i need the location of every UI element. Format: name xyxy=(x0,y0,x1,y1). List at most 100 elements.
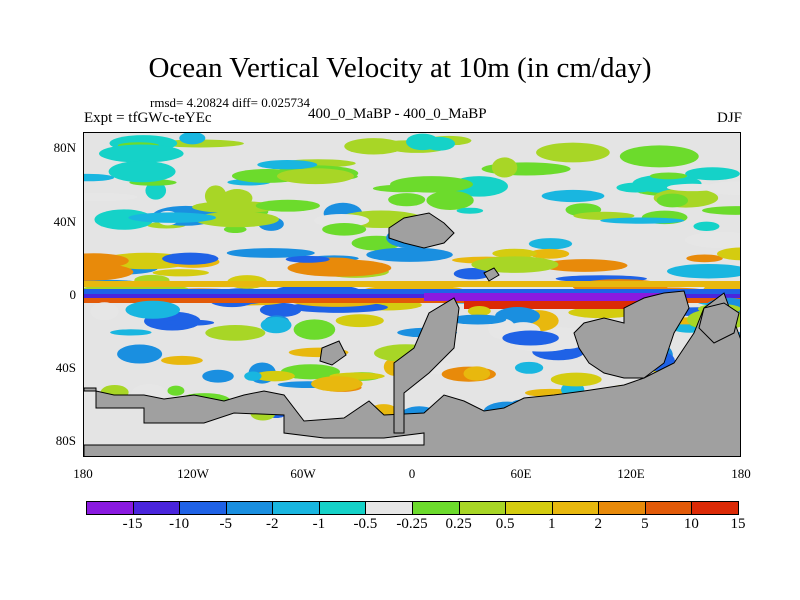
equatorial-band xyxy=(84,281,740,287)
central-continent xyxy=(393,297,460,434)
season-label: DJF xyxy=(716,110,742,126)
field-patch xyxy=(685,231,740,249)
field-patch xyxy=(686,254,723,263)
field-patch xyxy=(155,139,244,148)
colorbar-swatch xyxy=(644,501,693,515)
field-patch xyxy=(202,369,234,383)
field-patch xyxy=(541,189,605,203)
colorbar-swatch xyxy=(598,501,646,515)
field-patch xyxy=(110,329,152,336)
field-patch xyxy=(492,248,537,259)
field-patch xyxy=(167,385,185,396)
field-patch xyxy=(254,370,295,382)
colorbar-swatch xyxy=(365,501,413,515)
field-patch xyxy=(541,259,628,272)
island-west xyxy=(319,340,347,366)
equatorial-band xyxy=(84,289,740,294)
lat-tick-80n: 80N xyxy=(53,140,76,155)
field-patch xyxy=(293,319,336,340)
field-patch xyxy=(335,314,384,328)
field-patch xyxy=(573,211,635,220)
colorbar-label: 15 xyxy=(730,516,746,532)
colorbar-swatch xyxy=(86,501,134,515)
experiment-label: Expt = tfGWc-teYEc xyxy=(84,110,212,126)
colorbar-label: -0.5 xyxy=(353,516,378,532)
field-patch xyxy=(244,371,262,381)
field-patch xyxy=(117,344,163,364)
field-patch xyxy=(426,190,474,210)
field-patch xyxy=(717,247,740,261)
field-patch xyxy=(125,300,181,319)
field-patch xyxy=(388,193,426,207)
field-patch xyxy=(568,306,636,319)
east-island xyxy=(698,302,740,344)
equatorial-band xyxy=(84,294,740,298)
colorbar-label: 5 xyxy=(641,516,649,532)
field-patch xyxy=(372,184,437,193)
field-patch xyxy=(195,211,279,228)
field-patch xyxy=(536,142,610,163)
colorbar-swatch xyxy=(179,501,227,515)
field-patch xyxy=(205,325,266,341)
colorbar-swatch xyxy=(691,501,739,515)
colorbar-label: 0.5 xyxy=(495,516,515,532)
colorbar-label: 0.25 xyxy=(445,516,472,532)
field-patch xyxy=(366,247,453,262)
north-continent xyxy=(388,212,455,249)
field-patch xyxy=(471,256,559,273)
colorbar-swatch xyxy=(551,501,600,515)
field-patch xyxy=(280,364,340,380)
field-patch xyxy=(311,376,363,392)
field-patch xyxy=(693,221,720,231)
field-patch xyxy=(84,192,138,202)
field-patch xyxy=(456,207,484,214)
field-patch xyxy=(285,255,330,263)
field-patch xyxy=(260,317,292,334)
case-label: 400_0_MaBP - 400_0_MaBP xyxy=(308,106,487,122)
island-north xyxy=(483,267,500,282)
field-patch xyxy=(550,372,602,387)
field-patch xyxy=(223,225,247,234)
field-patch xyxy=(145,181,167,200)
field-patch xyxy=(656,193,689,208)
field-patch xyxy=(192,201,279,214)
field-patch xyxy=(463,366,491,381)
field-patch xyxy=(649,172,688,180)
field-patch xyxy=(424,136,456,151)
field-patch xyxy=(226,248,315,258)
map-panel xyxy=(83,132,741,457)
equatorial-band xyxy=(84,298,740,303)
equatorial-band xyxy=(424,293,684,301)
colorbar-swatch xyxy=(272,501,320,515)
field-patch xyxy=(108,160,176,183)
colorbar-label: -5 xyxy=(219,516,232,532)
field-patch xyxy=(160,355,203,365)
field-patch xyxy=(84,263,134,281)
field-patch xyxy=(619,145,699,168)
field-patch xyxy=(179,133,206,145)
colorbar-swatch xyxy=(505,501,553,515)
field-patch xyxy=(152,269,209,277)
colorbar-label: -10 xyxy=(169,516,190,532)
equatorial-band xyxy=(464,301,664,309)
field-patch xyxy=(467,306,491,317)
field-patch xyxy=(449,314,507,325)
field-patch xyxy=(276,168,354,185)
colorbar-swatch xyxy=(132,501,181,515)
field-patch xyxy=(514,361,544,374)
field-patch xyxy=(255,199,320,212)
field-patch xyxy=(322,222,367,236)
field-patch xyxy=(344,138,404,155)
field-patch xyxy=(99,144,184,163)
colorbar-swatch xyxy=(225,501,274,515)
field-patch xyxy=(600,217,685,224)
colorbar-label: 1 xyxy=(547,516,556,532)
australia-region xyxy=(573,290,690,379)
colorbar-label: -15 xyxy=(122,516,143,532)
field-patch xyxy=(702,206,740,215)
lat-tick-40s: 40S xyxy=(55,360,76,375)
field-patch xyxy=(313,214,370,228)
lat-tick-40n: 40N xyxy=(53,214,76,229)
field-patch xyxy=(90,302,119,321)
